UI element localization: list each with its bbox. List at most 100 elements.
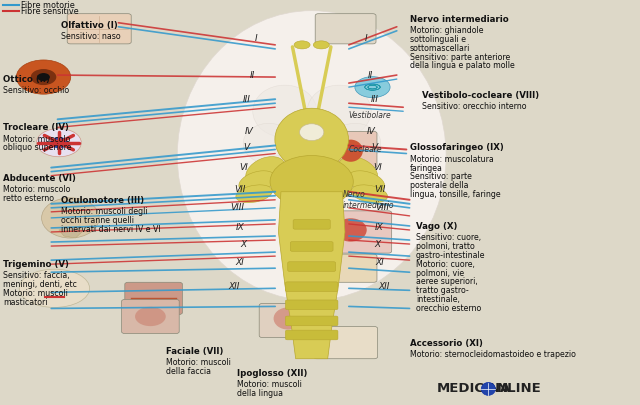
Text: V: V: [371, 143, 378, 152]
Polygon shape: [278, 192, 345, 359]
Text: III: III: [243, 95, 250, 104]
Text: VIII: VIII: [375, 203, 389, 212]
FancyBboxPatch shape: [288, 262, 335, 271]
Text: occhi tranne quelli: occhi tranne quelli: [61, 216, 134, 225]
Text: XI: XI: [236, 258, 244, 266]
Text: Motorio: sternocleidomastoideo e trapezio: Motorio: sternocleidomastoideo e trapezi…: [410, 350, 575, 359]
Ellipse shape: [294, 41, 310, 49]
Text: Sensitivo: naso: Sensitivo: naso: [61, 32, 120, 41]
Text: Sensitivo: occhio: Sensitivo: occhio: [3, 86, 69, 95]
Text: Ipoglosso (XII): Ipoglosso (XII): [237, 369, 307, 378]
Text: Sensitivo: cuore,: Sensitivo: cuore,: [416, 233, 481, 242]
Text: Faciale (VII): Faciale (VII): [166, 347, 224, 356]
Text: II: II: [367, 70, 372, 79]
FancyBboxPatch shape: [259, 303, 317, 338]
Text: IX: IX: [375, 224, 384, 232]
Ellipse shape: [481, 382, 495, 395]
Ellipse shape: [270, 156, 353, 208]
Text: IX: IX: [236, 224, 244, 232]
Text: Trigemino (V): Trigemino (V): [3, 260, 69, 269]
Text: aeree superiori,: aeree superiori,: [416, 277, 477, 286]
Text: Oculomotore (III): Oculomotore (III): [61, 196, 144, 205]
Ellipse shape: [348, 171, 385, 193]
Text: masticatori: masticatori: [3, 298, 48, 307]
Text: Cocleare: Cocleare: [349, 145, 383, 154]
Text: I: I: [255, 34, 257, 43]
Ellipse shape: [42, 198, 99, 238]
Text: VI: VI: [373, 163, 382, 172]
FancyBboxPatch shape: [67, 14, 131, 44]
Text: Sensitivo: faccia,: Sensitivo: faccia,: [3, 271, 70, 280]
Text: retto esterno: retto esterno: [3, 194, 54, 203]
Text: della faccia: della faccia: [166, 367, 211, 376]
FancyBboxPatch shape: [316, 14, 376, 44]
Text: Accessorio (XI): Accessorio (XI): [410, 339, 483, 347]
FancyBboxPatch shape: [122, 299, 179, 334]
FancyBboxPatch shape: [285, 316, 338, 326]
Text: faringea: faringea: [410, 164, 442, 173]
Text: posterale della: posterale della: [410, 181, 468, 190]
Ellipse shape: [17, 60, 70, 94]
Text: intestinale,: intestinale,: [416, 295, 460, 304]
FancyBboxPatch shape: [125, 282, 182, 314]
Text: sottomascellari: sottomascellari: [410, 44, 470, 53]
Text: Vestibolare: Vestibolare: [349, 111, 392, 120]
FancyBboxPatch shape: [314, 326, 378, 359]
Ellipse shape: [19, 269, 90, 307]
Text: della lingua e palato molle: della lingua e palato molle: [410, 62, 515, 70]
Ellipse shape: [314, 41, 329, 49]
FancyBboxPatch shape: [324, 131, 377, 168]
FancyBboxPatch shape: [285, 300, 338, 310]
Text: Fibre sensitive: Fibre sensitive: [21, 7, 79, 16]
Text: V: V: [243, 143, 250, 152]
Text: della lingua: della lingua: [237, 389, 283, 398]
Text: Sensitivo: parte: Sensitivo: parte: [410, 173, 472, 181]
Ellipse shape: [259, 156, 304, 188]
Text: Sensitivo: parte anteriore: Sensitivo: parte anteriore: [410, 53, 510, 62]
Text: IV: IV: [367, 127, 376, 136]
Text: Motorio: cuore,: Motorio: cuore,: [416, 260, 475, 269]
Text: IV: IV: [245, 127, 254, 136]
FancyBboxPatch shape: [291, 242, 333, 251]
Ellipse shape: [36, 128, 81, 157]
Text: Motorio: muscolatura: Motorio: muscolatura: [410, 155, 493, 164]
Text: tratto gastro-: tratto gastro-: [416, 286, 468, 295]
Text: Sensitivo: orecchio interno: Sensitivo: orecchio interno: [422, 102, 527, 111]
Ellipse shape: [300, 124, 324, 141]
Text: Motorio: muscoli: Motorio: muscoli: [3, 289, 68, 298]
Ellipse shape: [307, 85, 371, 137]
Ellipse shape: [135, 307, 166, 326]
Text: VII: VII: [234, 185, 246, 194]
Text: XI: XI: [375, 258, 384, 266]
Ellipse shape: [243, 124, 294, 164]
Ellipse shape: [31, 69, 56, 85]
Polygon shape: [59, 226, 82, 238]
Text: Motorio: muscolo: Motorio: muscolo: [3, 134, 70, 144]
Text: innervati dai nervi IV e VI: innervati dai nervi IV e VI: [61, 225, 161, 234]
Ellipse shape: [321, 156, 366, 188]
Text: Ottico (II): Ottico (II): [3, 75, 50, 84]
Text: Vestibolo-cocleare (VIII): Vestibolo-cocleare (VIII): [422, 91, 540, 100]
Text: XII: XII: [228, 282, 239, 291]
Text: Motorio: ghiandole: Motorio: ghiandole: [410, 26, 483, 35]
Text: orecchio esterno: orecchio esterno: [416, 304, 481, 313]
Ellipse shape: [239, 171, 276, 193]
Text: Motorio: muscoli: Motorio: muscoli: [237, 380, 301, 389]
Ellipse shape: [177, 11, 446, 301]
Ellipse shape: [253, 85, 317, 137]
FancyBboxPatch shape: [293, 220, 330, 229]
Text: gastro-intestinale: gastro-intestinale: [416, 251, 486, 260]
Ellipse shape: [330, 124, 381, 164]
Text: Nervo intermediario: Nervo intermediario: [410, 15, 508, 24]
Text: X: X: [240, 239, 246, 249]
Ellipse shape: [246, 157, 285, 187]
Text: Olfattivo (I): Olfattivo (I): [61, 21, 118, 30]
Ellipse shape: [335, 218, 367, 242]
Text: Abducente (VI): Abducente (VI): [3, 174, 76, 183]
Text: lingua, tonsille, faringe: lingua, tonsille, faringe: [410, 190, 500, 199]
Ellipse shape: [355, 77, 390, 98]
Text: meningi, denti, etc: meningi, denti, etc: [3, 280, 77, 289]
FancyBboxPatch shape: [285, 282, 338, 292]
Text: polmoni, tratto: polmoni, tratto: [416, 242, 475, 251]
Ellipse shape: [339, 140, 363, 162]
